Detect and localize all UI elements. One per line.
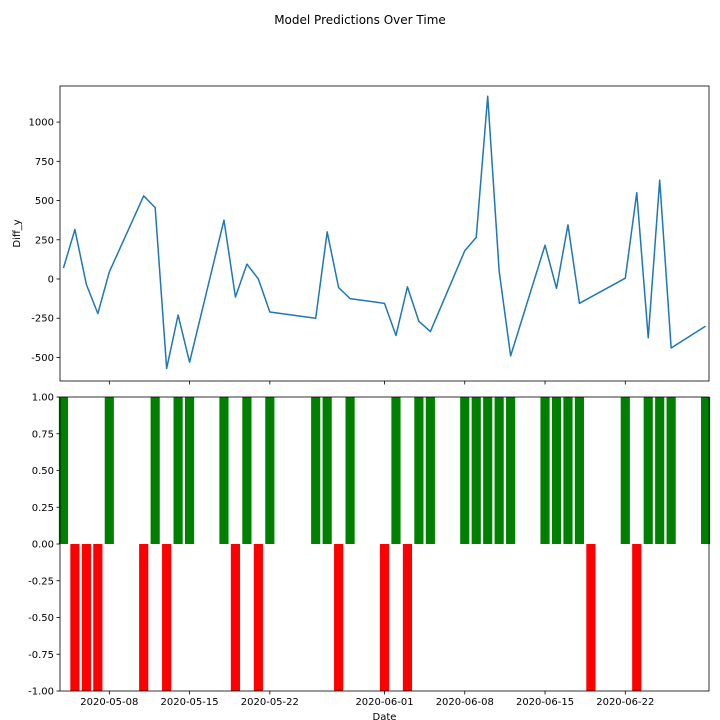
bar-positive — [460, 397, 470, 544]
y-tick-label: -0.75 — [28, 650, 54, 661]
bar-positive — [563, 397, 573, 544]
bar-positive — [540, 397, 550, 544]
bar-positive — [391, 397, 401, 544]
bar-positive — [643, 397, 653, 544]
prediction-bar-panel: -1.00 -0.75 -0.50 -0.25 0.00 0.25 0.50 0.75 1.00… — [28, 393, 711, 720]
x-tick-label: 2020-06-22 — [596, 697, 654, 708]
y-tick-label: -0.25 — [28, 576, 54, 587]
x-tick-label: 2020-06-15 — [516, 697, 574, 708]
y-tick-label: 500 — [35, 196, 54, 207]
x-tick-label: 2020-06-08 — [436, 697, 494, 708]
y-tick-label: -0.50 — [28, 613, 54, 624]
bar-positive — [666, 397, 676, 544]
bar-negative — [586, 544, 596, 691]
bar-positive — [184, 397, 195, 544]
bar-positive — [414, 397, 424, 544]
bar-negative — [632, 544, 642, 691]
bar-positive — [322, 397, 332, 544]
bar-positive — [700, 397, 711, 544]
bar-negative — [230, 544, 241, 691]
bar-positive — [265, 397, 275, 544]
y-tick-label: 250 — [35, 235, 54, 246]
bar-positive — [551, 397, 562, 544]
bar-negative — [402, 544, 413, 691]
y-tick-label: -250 — [31, 314, 54, 325]
bar-positive — [345, 397, 355, 544]
bottom-axes-frame — [59, 396, 710, 692]
y-tick-label: 1000 — [29, 118, 54, 129]
bar-negative — [139, 544, 149, 691]
y-tick-label: 0 — [48, 275, 54, 286]
x-tick-label: 2020-05-22 — [241, 697, 299, 708]
figure-title: Model Predictions Over Time — [274, 13, 446, 27]
bar-positive — [506, 397, 516, 544]
y-tick-label: 0.75 — [32, 429, 54, 440]
bar-negative — [70, 544, 80, 691]
bar-positive — [471, 397, 481, 544]
bar-positive — [242, 397, 252, 544]
bar-negative — [93, 544, 103, 691]
bar-positive — [655, 397, 665, 544]
y-tick-label: 0.00 — [32, 540, 54, 551]
bar-positive — [104, 397, 114, 544]
bar-positive — [620, 397, 630, 544]
bar-positive — [574, 397, 585, 544]
bar-negative — [81, 544, 91, 691]
bar-positive — [219, 397, 229, 544]
y-tick-label: -500 — [31, 353, 54, 364]
x-axis-label: Date — [373, 712, 397, 720]
bar-negative — [334, 544, 344, 691]
y-tick-label: 1.00 — [32, 393, 54, 404]
bar-positive — [494, 397, 504, 544]
diff-y-series-line — [62, 95, 706, 370]
x-tick-label: 2020-05-08 — [80, 697, 138, 708]
bar-positive — [483, 397, 493, 544]
bar-positive — [173, 397, 183, 544]
bar-negative — [162, 544, 172, 691]
y-tick-label: 750 — [35, 157, 54, 168]
y-tick-label: 0.50 — [32, 466, 54, 477]
y-tick-label: -1.00 — [28, 687, 54, 698]
bar-positive — [311, 397, 321, 544]
bar-negative — [379, 544, 390, 691]
x-tick-label: 2020-05-15 — [161, 697, 219, 708]
bar-negative — [253, 544, 263, 691]
diff-y-line-panel: -500 -250 0 250 500 750 1000 Diff_y — [12, 85, 710, 385]
bar-positive — [58, 397, 69, 544]
bar-positive — [425, 397, 435, 544]
bar-positive — [150, 397, 160, 544]
y-axis-label: Diff_y — [12, 219, 23, 247]
x-tick-label: 2020-06-01 — [355, 697, 413, 708]
y-tick-label: 0.25 — [32, 503, 54, 514]
